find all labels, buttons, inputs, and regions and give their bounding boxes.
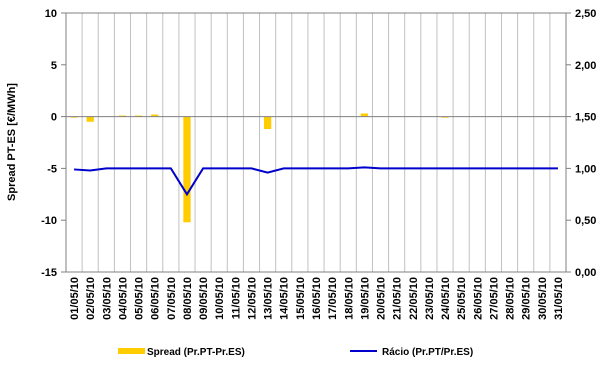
spread-bar bbox=[441, 116, 449, 118]
x-tick-label: 12/05/10 bbox=[246, 277, 258, 320]
x-tick-label: 09/05/10 bbox=[198, 277, 210, 320]
legend-label-ratio: Rácio (Pr.PT/Pr.ES) bbox=[382, 347, 473, 358]
left-tick-label: 5 bbox=[51, 60, 57, 72]
spread-bar bbox=[134, 115, 143, 117]
spread-bar bbox=[70, 116, 78, 118]
legend-label-spread: Spread (Pr.PT-Pr.ES) bbox=[147, 347, 245, 358]
x-axis-ticks: 01/05/10 02/05/10 03/05/10 04/05/10 05/05/10… bbox=[69, 277, 565, 320]
legend: Spread (Pr.PT-Pr.ES) Rácio (Pr.PT/Pr.ES) bbox=[118, 347, 473, 358]
right-tick-label: 1,50 bbox=[575, 112, 596, 124]
right-tick-label: 2,50 bbox=[575, 8, 596, 20]
x-tick-label: 23/05/10 bbox=[424, 277, 436, 320]
spread-bar bbox=[151, 114, 159, 117]
x-tick-label: 18/05/10 bbox=[343, 277, 355, 320]
x-tick-label: 10/05/10 bbox=[214, 277, 226, 320]
right-axis-ticks: 2,50 2,00 1,50 1,00 0,50 0,00 bbox=[566, 8, 596, 279]
ratio-series-line bbox=[74, 166, 558, 197]
spread-bar bbox=[183, 116, 191, 223]
x-tick-label: 20/05/10 bbox=[376, 277, 388, 320]
x-tick-label: 28/05/10 bbox=[505, 277, 517, 320]
x-tick-label: 19/05/10 bbox=[359, 277, 371, 320]
spread-bar bbox=[263, 116, 272, 130]
right-tick-label: 1,00 bbox=[575, 163, 596, 175]
x-tick-label: 25/05/10 bbox=[456, 277, 468, 320]
right-tick-label: 0,00 bbox=[575, 267, 596, 279]
spread-bar bbox=[86, 116, 94, 122]
spread-bar bbox=[360, 113, 369, 117]
x-tick-label: 26/05/10 bbox=[472, 277, 484, 320]
x-tick-label: 24/05/10 bbox=[440, 277, 452, 320]
x-tick-label: 03/05/10 bbox=[101, 277, 113, 320]
x-tick-label: 15/05/10 bbox=[295, 277, 307, 320]
x-tick-label: 02/05/10 bbox=[85, 277, 97, 320]
x-tick-label: 31/05/10 bbox=[553, 277, 565, 320]
x-tick-label: 11/05/10 bbox=[230, 277, 242, 319]
left-axis-ticks: 10 5 0 -5 -10 -15 bbox=[41, 8, 66, 279]
x-tick-label: 21/05/10 bbox=[392, 277, 404, 320]
left-tick-label: 10 bbox=[45, 8, 57, 20]
x-tick-label: 14/05/10 bbox=[279, 277, 291, 320]
legend-swatch-spread bbox=[118, 348, 145, 354]
left-tick-label: -10 bbox=[41, 215, 57, 227]
y-axis-title: Spread PT-ES [€/MWh] bbox=[6, 83, 18, 201]
spread-bar bbox=[118, 115, 127, 117]
spread-bars bbox=[70, 113, 449, 223]
x-tick-label: 01/05/10 bbox=[69, 277, 81, 320]
x-tick-label: 04/05/10 bbox=[117, 277, 129, 320]
x-tick-label: 27/05/10 bbox=[488, 277, 500, 320]
plot-area-border bbox=[65, 12, 567, 273]
x-tick-label: 17/05/10 bbox=[327, 277, 339, 320]
x-tick-label: 13/05/10 bbox=[263, 277, 275, 320]
gridlines bbox=[81, 13, 551, 272]
x-tick-label: 29/05/10 bbox=[521, 277, 533, 320]
x-tick-label: 16/05/10 bbox=[311, 277, 323, 320]
left-tick-label: -15 bbox=[41, 267, 57, 279]
right-tick-label: 2,00 bbox=[575, 60, 596, 72]
x-tick-label: 06/05/10 bbox=[150, 277, 162, 320]
left-tick-label: 0 bbox=[51, 112, 57, 124]
right-tick-label: 0,50 bbox=[575, 215, 596, 227]
left-tick-label: -5 bbox=[47, 163, 57, 175]
x-tick-label: 22/05/10 bbox=[408, 277, 420, 320]
x-tick-label: 08/05/10 bbox=[182, 277, 194, 320]
x-tick-label: 05/05/10 bbox=[134, 277, 146, 320]
x-tick-label: 30/05/10 bbox=[537, 277, 549, 320]
x-tick-label: 07/05/10 bbox=[166, 277, 178, 320]
